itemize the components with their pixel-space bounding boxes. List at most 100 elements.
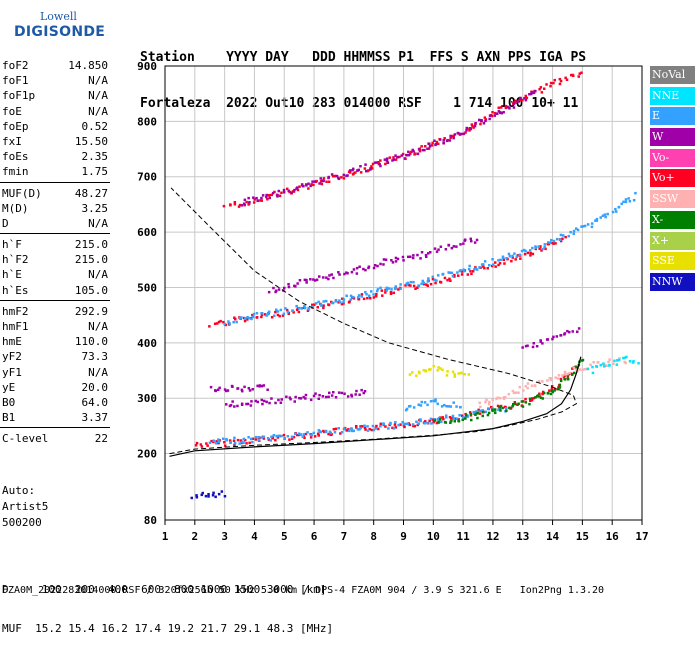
echo-point bbox=[244, 317, 247, 320]
echo-point bbox=[564, 235, 567, 239]
echo-point bbox=[409, 284, 412, 287]
echo-point bbox=[504, 396, 507, 399]
echo-point bbox=[389, 292, 393, 295]
echo-point bbox=[519, 97, 522, 100]
echo-point bbox=[479, 122, 482, 126]
param-name: MUF(D) bbox=[2, 186, 42, 200]
echo-trace bbox=[408, 364, 471, 378]
echo-point bbox=[274, 438, 277, 442]
echo-point bbox=[538, 247, 541, 250]
echo-point bbox=[286, 310, 290, 314]
echo-point bbox=[262, 437, 266, 440]
echo-point bbox=[218, 386, 221, 390]
legend-item-noval: NoVal bbox=[650, 66, 695, 84]
echo-point bbox=[217, 388, 220, 391]
echo-point bbox=[478, 401, 481, 404]
echo-point bbox=[429, 400, 433, 403]
echo-point bbox=[217, 440, 221, 444]
echo-point bbox=[518, 385, 521, 389]
echo-point bbox=[280, 398, 283, 401]
echo-point bbox=[236, 404, 239, 408]
echo-point bbox=[269, 439, 272, 442]
echo-point bbox=[302, 395, 305, 399]
echo-point bbox=[270, 316, 274, 319]
header-values: Fortaleza 2022 Out10 283 014000 RSF 1 71… bbox=[140, 96, 579, 111]
echo-point bbox=[233, 203, 237, 206]
echo-point bbox=[448, 139, 452, 142]
echo-point bbox=[500, 106, 503, 109]
echo-point bbox=[491, 111, 494, 114]
echo-point bbox=[424, 370, 427, 373]
echo-point bbox=[285, 395, 288, 398]
autoscaling-info: Auto: Artist5 500200 bbox=[2, 483, 48, 531]
echo-point bbox=[291, 435, 294, 439]
echo-point bbox=[350, 270, 354, 274]
echo-point bbox=[549, 392, 553, 396]
echo-point bbox=[426, 284, 429, 287]
echo-point bbox=[575, 368, 578, 371]
legend-item-w: W bbox=[650, 128, 695, 147]
echo-point bbox=[591, 371, 595, 375]
param-row: foE N/A bbox=[0, 104, 110, 119]
echo-point bbox=[534, 247, 537, 251]
echo-point bbox=[274, 401, 277, 405]
echo-point bbox=[572, 232, 575, 235]
echo-point bbox=[549, 378, 553, 382]
legend-item-nnw: NNW bbox=[650, 272, 695, 291]
echo-point bbox=[576, 228, 580, 232]
echo-point bbox=[385, 159, 389, 162]
echo-point bbox=[531, 397, 534, 400]
param-row: yE 20.0 bbox=[0, 380, 110, 395]
echo-point bbox=[487, 403, 491, 406]
echo-point bbox=[256, 199, 260, 202]
param-value: N/A bbox=[88, 268, 108, 282]
echo-point bbox=[332, 175, 335, 178]
echo-point bbox=[443, 276, 447, 280]
echo-point bbox=[494, 261, 497, 264]
echo-point bbox=[322, 276, 325, 279]
echo-point bbox=[424, 145, 427, 148]
echo-point bbox=[357, 298, 360, 301]
echo-point bbox=[330, 394, 334, 397]
echo-point bbox=[338, 299, 341, 302]
echo-point bbox=[435, 421, 439, 425]
echo-point bbox=[496, 112, 499, 115]
param-name: yF1 bbox=[2, 365, 22, 379]
echo-point bbox=[304, 393, 308, 397]
echo-point bbox=[426, 280, 430, 283]
echo-point bbox=[502, 111, 505, 114]
echo-point bbox=[412, 406, 416, 409]
echo-point bbox=[437, 142, 440, 146]
echo-point bbox=[266, 312, 270, 316]
echo-point bbox=[521, 405, 525, 408]
echo-point bbox=[384, 425, 387, 428]
echo-point bbox=[417, 422, 420, 425]
echo-point bbox=[213, 322, 217, 325]
echo-point bbox=[406, 422, 410, 426]
echo-point bbox=[535, 345, 539, 348]
echo-point bbox=[558, 386, 562, 389]
echo-point bbox=[559, 79, 563, 83]
echo-point bbox=[287, 285, 291, 289]
header-labels: Station YYYY DAY DDD HHMMSS P1 FFS S AXN… bbox=[140, 50, 587, 65]
y-tick-label: 800 bbox=[137, 115, 157, 128]
param-value: 14.850 bbox=[68, 59, 108, 72]
echo-point bbox=[439, 367, 442, 370]
echo-point bbox=[437, 248, 440, 251]
echo-point bbox=[297, 310, 301, 314]
echo-point bbox=[586, 367, 590, 371]
echo-point bbox=[427, 252, 430, 255]
echo-point bbox=[351, 168, 354, 172]
echo-point bbox=[379, 159, 382, 162]
echo-point bbox=[453, 275, 456, 278]
echo-point bbox=[558, 383, 562, 387]
echo-point bbox=[200, 493, 203, 497]
echo-point bbox=[276, 313, 280, 317]
echo-point bbox=[627, 197, 630, 200]
echo-point bbox=[265, 400, 268, 404]
param-row: h`F2 215.0 bbox=[0, 252, 110, 267]
echo-point bbox=[605, 364, 608, 367]
echo-point bbox=[392, 291, 395, 295]
echo-point bbox=[419, 404, 423, 407]
echo-point bbox=[413, 153, 416, 156]
